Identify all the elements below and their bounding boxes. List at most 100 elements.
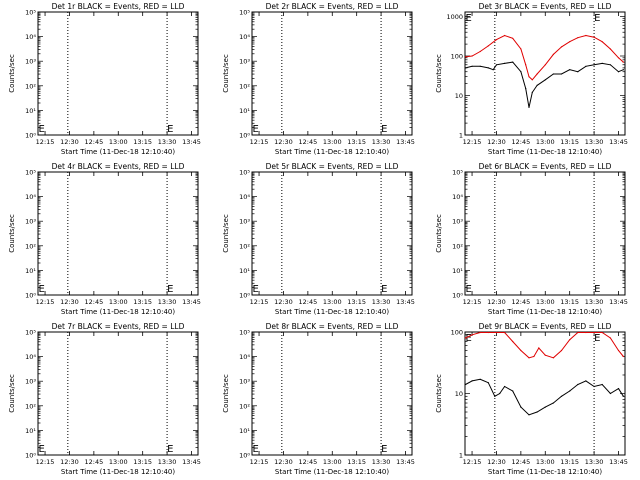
x-tick-label: 13:30 — [158, 458, 177, 466]
y-tick-label: 10¹ — [239, 427, 250, 435]
data-point — [585, 34, 587, 37]
x-tick-label: 13:45 — [182, 458, 201, 466]
data-point — [593, 385, 595, 388]
panel-title: Det 3r BLACK = Events, RED = LLD — [479, 2, 612, 11]
x-tick-label: 12:30 — [487, 458, 506, 466]
y-tick-label: 10² — [25, 242, 36, 250]
y-tick-label: 10⁵ — [25, 329, 36, 337]
x-tick-label: 13:00 — [109, 298, 128, 306]
data-point — [528, 414, 530, 416]
plot-frame — [37, 331, 199, 456]
y-tick-label: 10⁵ — [25, 9, 36, 17]
x-tick-label: 13:45 — [609, 298, 628, 306]
e-marker: E — [594, 284, 600, 295]
panel-title: Det 4r BLACK = Events, RED = LLD — [52, 162, 185, 171]
x-tick-label: 13:45 — [396, 458, 415, 466]
y-tick-label: 10⁰ — [239, 292, 250, 300]
y-tick-label: 10¹ — [25, 107, 36, 115]
y-tick-label: 10⁵ — [25, 169, 36, 177]
y-tick-label: 10² — [25, 402, 36, 410]
data-point — [544, 354, 546, 356]
x-tick-label: 12:45 — [511, 298, 530, 306]
y-tick-label: 10¹ — [25, 427, 36, 435]
y-tick-label: 10⁵ — [452, 169, 463, 177]
e-marker: E — [594, 333, 600, 344]
panel-det-5r: Det 5r BLACK = Events, RED = LLD 12:15 12:… — [222, 162, 415, 316]
x-tick-label: 13:45 — [609, 458, 628, 466]
data-point — [525, 64, 527, 66]
y-tick-label: 10 — [455, 390, 463, 398]
y-axis-label: Counts/sec — [435, 54, 443, 93]
x-tick-label: 13:00 — [536, 138, 555, 146]
data-point — [520, 406, 522, 408]
x-tick-label: 13:30 — [585, 138, 604, 146]
data-point — [609, 64, 612, 66]
data-point — [601, 41, 603, 43]
y-tick-label: 10⁵ — [239, 9, 250, 17]
x-tick-label: 13:15 — [347, 138, 366, 146]
x-tick-label: 13:45 — [396, 138, 415, 146]
panel-title: Det 7r BLACK = Events, RED = LLD — [52, 322, 185, 331]
data-point — [552, 73, 555, 75]
data-point — [593, 36, 595, 38]
x-tick-label: 12:15 — [463, 458, 482, 466]
e-marker: E — [167, 444, 173, 455]
x-tick-label: 13:30 — [372, 138, 391, 146]
plot-frame — [464, 331, 626, 456]
data-point — [593, 64, 595, 66]
x-tick-label: 12:45 — [298, 138, 317, 146]
e-marker: E — [381, 284, 387, 295]
data-point — [601, 62, 603, 64]
x-tick-label: 12:30 — [60, 298, 79, 306]
y-tick-label: 10² — [239, 82, 250, 90]
panel-det-6r: Det 6r BLACK = Events, RED = LLD 12:15 12:… — [435, 162, 628, 316]
data-point — [494, 395, 496, 397]
x-tick-label: 12:15 — [463, 298, 482, 306]
data-point — [622, 355, 625, 358]
x-tick-label: 12:45 — [84, 458, 103, 466]
e-marker: E — [594, 13, 600, 24]
panel-det-9r: Det 9r BLACK = Events, RED = LLD 12:15 12:… — [435, 322, 628, 476]
data-point — [601, 331, 603, 334]
plot-frame — [251, 11, 413, 136]
y-tick-label: 10¹ — [25, 267, 36, 275]
series-events-line — [465, 378, 624, 416]
x-tick-label: 12:15 — [250, 298, 269, 306]
data-point — [622, 61, 625, 63]
x-tick-label: 13:45 — [396, 298, 415, 306]
e-marker: E — [253, 444, 259, 455]
data-point — [609, 392, 612, 395]
plot-frame — [464, 11, 626, 136]
data-point — [577, 331, 579, 334]
data-point — [552, 53, 555, 56]
x-tick-label: 12:30 — [274, 458, 293, 466]
data-point — [536, 73, 538, 75]
y-axis-label: Counts/sec — [435, 374, 443, 413]
data-point — [569, 41, 571, 43]
data-point — [520, 48, 522, 50]
data-point — [617, 388, 620, 390]
x-tick-label: 13:15 — [347, 298, 366, 306]
data-point — [528, 106, 530, 108]
e-marker: E — [39, 124, 45, 135]
x-tick-label: 13:00 — [109, 138, 128, 146]
x-tick-label: 13:15 — [560, 138, 579, 146]
x-tick-label: 12:45 — [511, 138, 530, 146]
data-point — [487, 45, 489, 47]
plot-frame — [37, 11, 199, 136]
y-tick-label: 100 — [451, 329, 463, 337]
y-tick-label: 10⁰ — [25, 132, 36, 140]
data-point — [487, 331, 489, 334]
y-axis-label: Counts/sec — [8, 374, 16, 413]
x-tick-label: 12:15 — [36, 138, 55, 146]
data-point — [609, 48, 612, 50]
data-point — [560, 349, 563, 352]
x-axis-label: Start Time (11-Dec-18 12:10:40) — [61, 308, 175, 316]
y-tick-label: 10⁰ — [25, 452, 36, 460]
series-events-line — [465, 61, 624, 108]
data-point — [593, 331, 595, 334]
data-point — [544, 79, 546, 81]
panel-det-7r: Det 7r BLACK = Events, RED = LLD 12:15 12:… — [8, 322, 201, 476]
x-axis-label: Start Time (11-Dec-18 12:10:40) — [488, 308, 602, 316]
plot-frame — [251, 171, 413, 296]
